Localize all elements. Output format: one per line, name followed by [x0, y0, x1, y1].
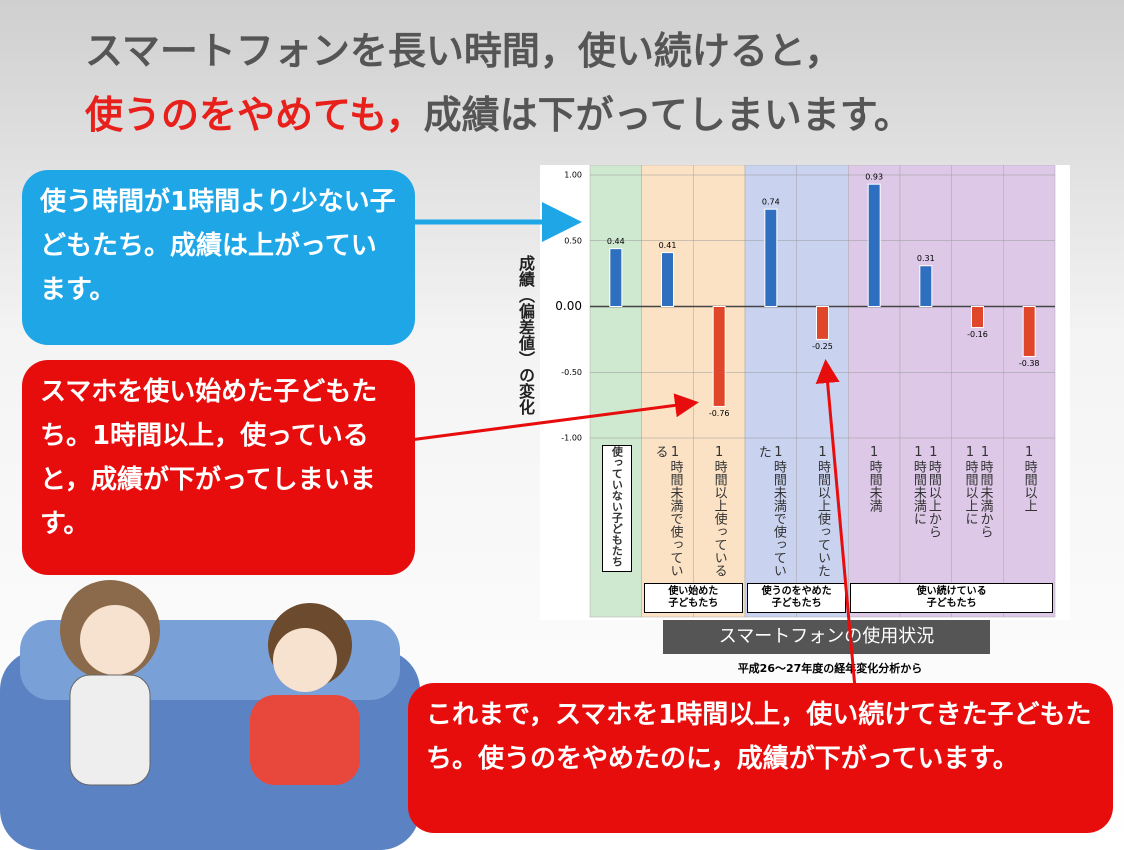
callout-red: これまで，スマホを1時間以上，使い続けてきた子どもたち。使うのをやめたのに，成績… — [408, 683, 1113, 833]
value-label: -0.38 — [1019, 359, 1040, 368]
bar — [609, 248, 623, 307]
chart-svg: 1.00 0.50 0.00 -0.50 -1.00 0.44 0.41 -0.76 0.74 -… — [555, 165, 1056, 618]
child-face — [273, 628, 337, 692]
value-label: 0.44 — [607, 237, 625, 246]
column-background — [1003, 165, 1056, 618]
x-tick-label: 1時間以上 — [1021, 445, 1037, 512]
group-label: 使うのをやめた 子どもたち — [747, 583, 847, 613]
bar — [661, 252, 674, 307]
y-tick-label: -0.50 — [561, 368, 582, 377]
x-tick-label: 1時間以上から 1時間未満に — [910, 445, 941, 538]
person-face — [80, 605, 150, 675]
title-highlight: 使うのをやめても， — [85, 93, 424, 137]
bar — [971, 306, 984, 329]
value-label: -0.25 — [812, 342, 833, 351]
person-body — [69, 674, 151, 786]
column-background — [951, 165, 1004, 618]
bar — [1022, 306, 1036, 357]
x-tick-label: 1時間未満 — [866, 445, 882, 512]
value-label: -0.16 — [967, 330, 988, 339]
value-label: -0.76 — [709, 409, 730, 418]
x-axis-title: スマートフォンの使用状況 — [663, 620, 990, 654]
group-label: 使い始めた 子どもたち — [643, 583, 743, 613]
y-tick-label: 0.00 — [555, 299, 582, 313]
value-label: 0.74 — [762, 198, 780, 207]
value-label: 0.41 — [659, 241, 677, 250]
column-background — [641, 165, 694, 618]
value-label: 0.93 — [865, 173, 883, 182]
x-tick-label: 1時間未満で使っていた — [755, 445, 786, 577]
y-tick-label: -1.00 — [561, 434, 582, 443]
column-background — [899, 165, 952, 618]
value-label: 0.31 — [917, 254, 935, 263]
title-rest: 成績は下がってしまいます。 — [423, 93, 912, 137]
note: 平成26〜27年度の経年変化分析から — [737, 662, 923, 675]
bar — [816, 306, 829, 340]
group-label: 使い続けている 子どもたち — [850, 583, 1053, 613]
child-body — [250, 695, 360, 785]
y-tick-label: 1.00 — [564, 171, 582, 180]
x-tick-label: 1時間以上使っていた — [815, 445, 830, 577]
chart: 1.00 0.50 0.00 -0.50 -1.00 0.44 0.41 -0.76 0.74 -… — [540, 165, 1070, 620]
callout-blue: 使う時間が1時間より少ない子どもたち。成績は上がっています。 — [22, 170, 415, 345]
y-tick-label: 0.50 — [564, 236, 582, 245]
bar — [867, 183, 881, 307]
bar — [919, 265, 933, 307]
x-tick-label: 使っていない子どもたち — [601, 445, 632, 572]
x-tick-label: 1時間未満で使っている — [652, 445, 683, 577]
illustration — [0, 580, 420, 850]
bar — [712, 306, 726, 407]
callout-red: スマホを使い始めた子どもたち。1時間以上，使っていると，成績が下がってしまいます… — [22, 360, 415, 575]
x-tick-label: 1時間以上使っている — [711, 445, 727, 577]
bar — [764, 208, 778, 307]
title-line: スマートフォンを長い時間，使い続けると， — [85, 29, 843, 73]
column-background — [848, 165, 901, 618]
x-tick-label: 1時間未満から 1時間以上に — [962, 445, 993, 538]
y-axis-title: 成績（偏差値）の変化 — [516, 255, 535, 415]
title-line: 使うのをやめても，成績は下がってしまいます。 — [85, 84, 912, 139]
